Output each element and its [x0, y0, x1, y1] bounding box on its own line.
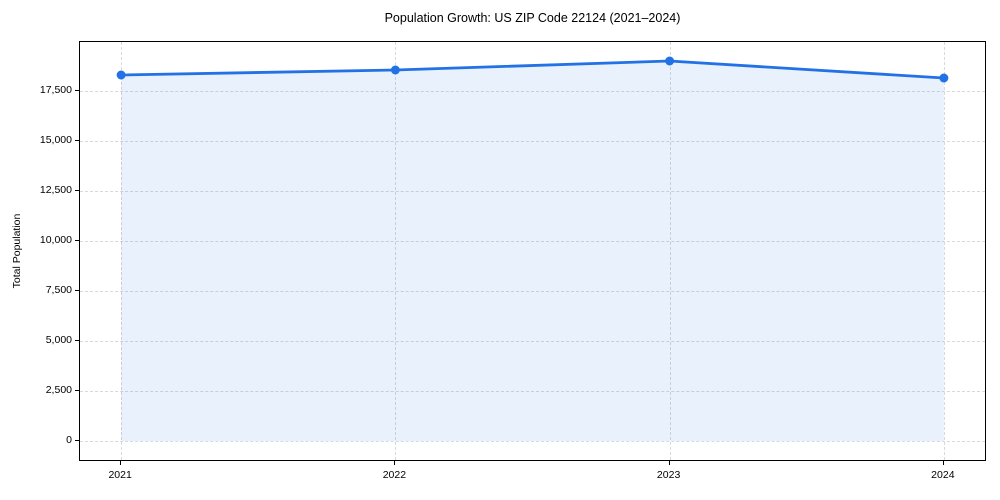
- h-gridline: [80, 291, 985, 292]
- x-tick-label: 2021: [108, 469, 132, 481]
- h-gridline: [80, 241, 985, 242]
- x-tick-label: 2024: [931, 469, 955, 481]
- area-fill: [121, 61, 944, 441]
- h-gridline: [80, 341, 985, 342]
- y-tick-label: 2,500: [45, 384, 72, 396]
- plot-area: [79, 41, 986, 461]
- y-tick-label: 12,500: [39, 184, 72, 196]
- y-tick-mark: [75, 240, 79, 241]
- v-gridline: [943, 42, 945, 460]
- x-tick-mark: [394, 461, 395, 465]
- y-tick-mark: [75, 340, 79, 341]
- v-gridline: [395, 42, 397, 460]
- x-tick-mark: [669, 461, 670, 465]
- y-tick-label: 0: [66, 434, 72, 446]
- data-point: [665, 56, 675, 66]
- data-point: [939, 73, 949, 83]
- y-tick-label: 7,500: [45, 284, 72, 296]
- v-gridline: [121, 42, 123, 460]
- x-tick-mark: [943, 461, 944, 465]
- data-point: [116, 70, 126, 80]
- y-axis-title: Total Population: [11, 213, 23, 289]
- h-gridline: [80, 141, 985, 142]
- data-line: [119, 59, 946, 80]
- h-gridline: [80, 191, 985, 192]
- y-tick-label: 15,000: [39, 134, 72, 146]
- y-tick-mark: [75, 190, 79, 191]
- y-tick-label: 5,000: [45, 334, 72, 346]
- y-tick-mark: [75, 390, 79, 391]
- y-tick-mark: [75, 90, 79, 91]
- y-tick-label: 10,000: [39, 234, 72, 246]
- x-tick-label: 2022: [382, 469, 407, 481]
- chart-title: Population Growth: US ZIP Code 22124 (20…: [384, 11, 681, 25]
- h-gridline: [80, 91, 985, 92]
- y-tick-mark: [75, 290, 79, 291]
- y-tick-mark: [75, 140, 79, 141]
- h-gridline: [80, 441, 985, 442]
- data-point: [390, 65, 400, 75]
- line-chart: [116, 56, 949, 441]
- y-tick-label: 17,500: [39, 84, 72, 96]
- y-tick-mark: [75, 440, 79, 441]
- h-gridline: [80, 391, 985, 392]
- v-gridline: [669, 42, 671, 460]
- x-tick-mark: [120, 461, 121, 465]
- x-tick-label: 2023: [656, 469, 681, 481]
